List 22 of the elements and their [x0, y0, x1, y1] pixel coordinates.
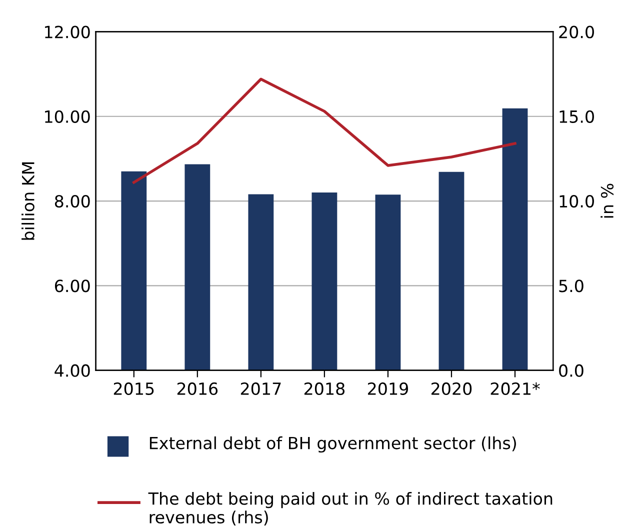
y2-tick-label: 15.0	[560, 110, 594, 123]
y-tick-label: 4.00	[54, 364, 90, 377]
x-tick-label: 2016	[177, 382, 218, 396]
y2-tick-label: 20.0	[559, 26, 594, 38]
y2-tick-label: 0.0	[559, 364, 584, 377]
y2-tick-label: 5.0	[559, 280, 584, 292]
y-axis-title: billion KM	[22, 162, 34, 240]
x-tick-label: 2019	[368, 382, 408, 396]
x-tick-label: 2020	[431, 382, 472, 396]
y-tick-label: 12.00	[45, 26, 90, 38]
x-tick-label: 2015	[114, 382, 154, 396]
x-tick-label: 2018	[304, 382, 345, 396]
y-tick-label: 8.00	[54, 194, 90, 208]
y-tick-label: 10.00	[45, 110, 90, 123]
legend-label: External debt of BH government sector (lhs)	[150, 436, 516, 453]
x-tick-label: 2021*	[490, 382, 540, 396]
legend-label: The debt being paid out in % of indirect taxation revenues (rhs)	[148, 492, 552, 526]
line-series	[132, 78, 516, 184]
x-tick-label: 2017	[240, 382, 281, 396]
y-tick-label: 6.00	[54, 280, 90, 292]
y2-axis-title: in %	[600, 184, 614, 218]
y2-tick-label: 10.0	[560, 194, 594, 208]
